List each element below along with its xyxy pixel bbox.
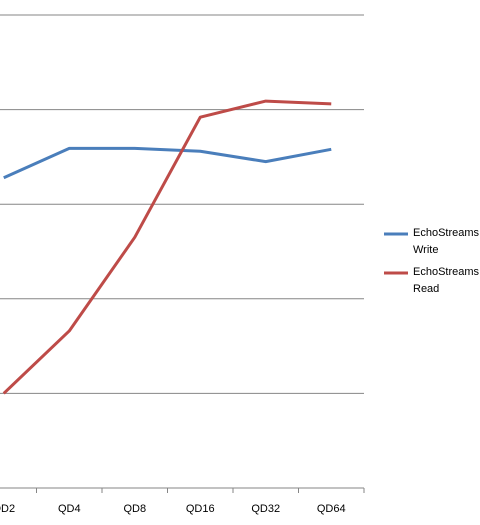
x-tick-label: QD4 (58, 503, 81, 515)
x-tick-label: QD2 (0, 503, 15, 515)
x-tick-label: QD8 (123, 503, 146, 515)
x-tick-label: QD32 (251, 503, 280, 515)
x-tick-label: QD16 (186, 503, 215, 515)
legend-label: EchoStreams Write (413, 227, 480, 256)
x-tick-label: QD64 (317, 503, 346, 515)
legend-label: EchoStreams Read (413, 266, 480, 295)
series-line (3, 146, 332, 180)
series-line (2, 99, 332, 395)
